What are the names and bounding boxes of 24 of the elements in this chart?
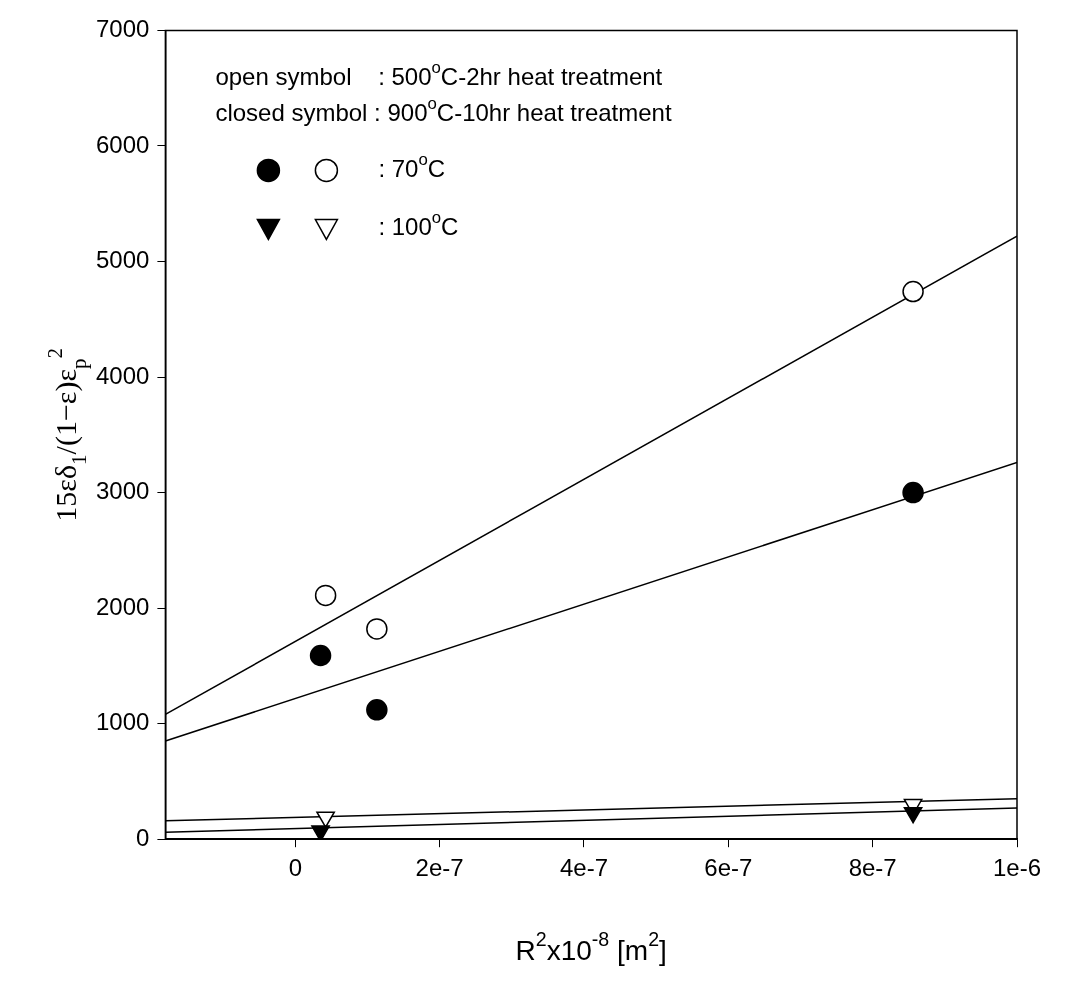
x-tick-label: 6e-7 xyxy=(704,854,753,882)
y-tick-label: 4000 xyxy=(96,361,150,389)
x-tick-label: 4e-7 xyxy=(559,854,608,882)
point xyxy=(903,806,923,824)
y-tick-label: 5000 xyxy=(96,246,150,274)
point xyxy=(316,811,336,828)
point xyxy=(902,280,924,303)
x-tick-label: 1e-6 xyxy=(992,854,1042,882)
y-tick-label: 3000 xyxy=(96,477,150,505)
y-tick-label: 7000 xyxy=(96,15,150,43)
point xyxy=(309,644,332,667)
point xyxy=(311,825,330,840)
y-tick-label: 1000 xyxy=(96,708,150,736)
x-tick-label: 0 xyxy=(288,854,302,882)
point xyxy=(314,584,337,607)
point xyxy=(366,618,388,640)
y-axis-title: 15εδ1/(1−ε)εp2 xyxy=(42,347,91,522)
point xyxy=(902,481,924,504)
x-tick-label: 2e-7 xyxy=(415,854,464,882)
y-tick-label: 6000 xyxy=(96,130,150,158)
y-tick-label: 0 xyxy=(136,823,150,851)
y-tick-label: 2000 xyxy=(96,592,150,620)
point xyxy=(366,699,388,721)
x-tick-label: 8e-7 xyxy=(848,854,897,882)
